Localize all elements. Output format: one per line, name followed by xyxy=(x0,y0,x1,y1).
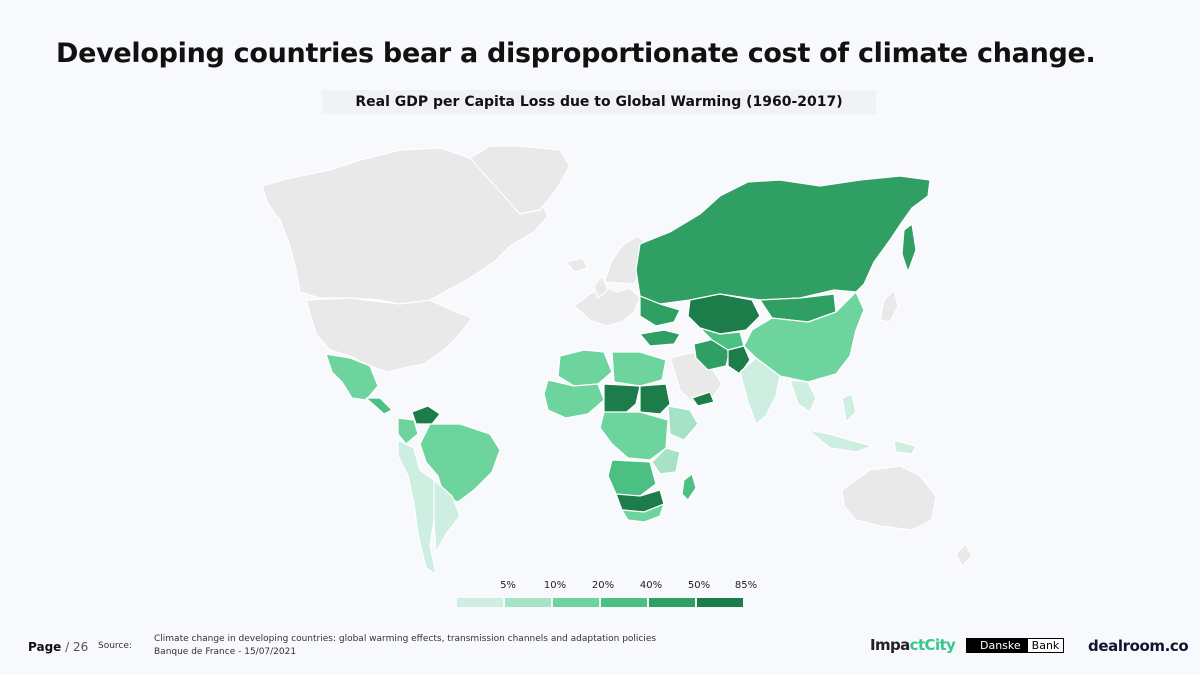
legend-label-5: 5% xyxy=(500,580,516,591)
region-venezuela xyxy=(411,405,441,425)
source-line-2: Banque de France - 15/07/2021 xyxy=(154,647,297,657)
region-central-africa xyxy=(599,411,669,461)
region-madagascar xyxy=(681,473,697,501)
legend-label-40: 40% xyxy=(639,580,663,591)
region-turkey xyxy=(639,329,681,347)
page-number: / 26 xyxy=(65,640,89,654)
dealroom-logo: dealroom.co xyxy=(1088,637,1189,655)
region-usa xyxy=(305,297,473,373)
region-philippines xyxy=(841,393,857,423)
region-europe-west xyxy=(573,285,641,327)
legend-swatch-2 xyxy=(505,598,551,607)
region-yemen xyxy=(691,391,715,407)
impactcity-logo-part1: Impa xyxy=(870,636,910,654)
region-brazil xyxy=(419,423,501,503)
loss-regions xyxy=(325,175,931,575)
region-indonesia xyxy=(807,429,917,455)
region-andes xyxy=(397,439,437,575)
region-southeast-asia xyxy=(789,379,817,413)
map-subtitle-text: Real GDP per Capita Loss due to Global W… xyxy=(355,94,843,110)
region-india xyxy=(739,357,781,425)
source-label: Source: xyxy=(98,641,132,651)
region-argentina xyxy=(433,479,461,553)
legend-label-20: 20% xyxy=(591,580,615,591)
legend-color-scale xyxy=(457,598,743,607)
region-sudan xyxy=(639,383,671,415)
no-data-regions xyxy=(261,145,973,567)
region-angola-zambia xyxy=(607,459,657,497)
page-label: Page xyxy=(28,640,62,654)
region-chad-niger xyxy=(603,383,641,417)
region-north-africa-west xyxy=(557,349,613,387)
legend-swatch-4 xyxy=(601,598,647,607)
legend-swatch-3 xyxy=(553,598,599,607)
page-indicator: Page / 26 xyxy=(28,640,88,654)
region-japan xyxy=(879,289,899,323)
impactcity-logo-part2: ctCity xyxy=(909,636,956,654)
danske-logo-part1: Danske xyxy=(966,638,1027,653)
region-greenland xyxy=(469,145,571,215)
page-title: Developing countries bear a disproportio… xyxy=(56,38,1096,69)
danske-bank-logo: Danske Bank xyxy=(966,638,1065,653)
legend-swatch-6 xyxy=(697,598,743,607)
footer: Page / 26 Source: Climate change in deve… xyxy=(0,628,1200,668)
danske-logo-part2: Bank xyxy=(1026,638,1065,653)
region-ukraine-belarus xyxy=(639,295,681,327)
region-kamchatka xyxy=(901,223,917,273)
region-australia xyxy=(841,465,937,531)
region-colombia xyxy=(397,417,419,445)
region-east-africa xyxy=(651,447,681,475)
region-south-africa xyxy=(621,503,665,523)
source-text: Climate change in developing countries: … xyxy=(154,633,656,659)
region-kazakhstan xyxy=(687,293,761,335)
map-subtitle: Real GDP per Capita Loss due to Global W… xyxy=(322,90,876,114)
source-line-1: Climate change in developing countries: … xyxy=(154,634,657,644)
region-new-zealand xyxy=(955,543,973,567)
legend-label-50: 50% xyxy=(687,580,711,591)
region-alaska-canada xyxy=(261,147,549,307)
legend-label-85: 85% xyxy=(734,580,758,591)
region-russia xyxy=(635,175,931,305)
region-central-america xyxy=(365,397,393,415)
legend-label-10: 10% xyxy=(543,580,567,591)
region-libya-egypt xyxy=(611,351,667,387)
impactcity-logo: ImpactCity xyxy=(870,636,956,654)
legend-labels: 5% 10% 20% 40% 50% 85% xyxy=(457,580,757,594)
region-west-africa xyxy=(543,379,605,419)
legend-swatch-5 xyxy=(649,598,695,607)
world-choropleth-map xyxy=(261,145,973,575)
legend-swatch-1 xyxy=(457,598,503,607)
region-iceland-uk xyxy=(565,257,609,299)
region-horn-of-africa xyxy=(667,405,699,441)
region-mexico xyxy=(325,353,379,401)
